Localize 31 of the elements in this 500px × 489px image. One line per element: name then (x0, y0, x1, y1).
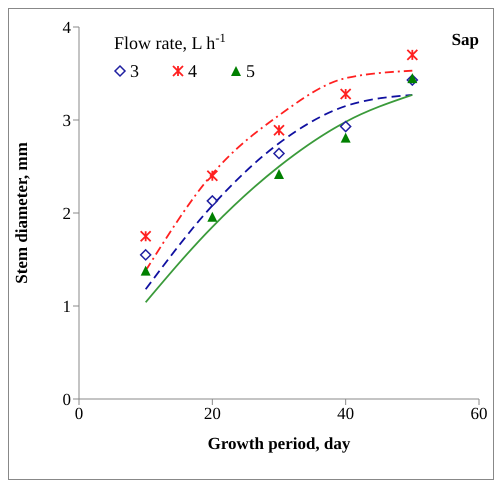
point (274, 168, 284, 179)
legend-label: 5 (246, 61, 255, 81)
point (207, 212, 218, 222)
x-tick-label: 60 (470, 404, 488, 424)
point (273, 148, 285, 160)
y-tick-label: 3 (62, 111, 71, 130)
point (140, 249, 152, 261)
y-tick-label: 1 (62, 297, 71, 316)
point (140, 266, 151, 276)
point (406, 49, 418, 61)
legend-label: 4 (188, 61, 197, 81)
x-axis-title: Growth period, day (208, 434, 351, 453)
point (273, 124, 285, 136)
point (407, 73, 418, 84)
point (140, 230, 152, 242)
x-tick-label: 0 (74, 404, 84, 424)
point (406, 74, 418, 86)
point (340, 88, 352, 100)
point (340, 120, 352, 132)
y-tick-label: 2 (62, 204, 71, 224)
x-tick-label: 40 (337, 404, 354, 424)
y-axis-title: Stem diameter, mm (12, 142, 32, 284)
y-tick-label: 4 (62, 18, 72, 38)
chart-title: Sap (452, 30, 479, 49)
x-tick-label: 20 (204, 404, 221, 424)
legend-label: 3 (130, 61, 139, 81)
legend-title: Flow rate, L h$^{-1}$ (114, 31, 226, 53)
y-tick-label: 0 (62, 390, 71, 410)
point (206, 170, 218, 182)
point (206, 195, 218, 207)
point (340, 132, 351, 143)
